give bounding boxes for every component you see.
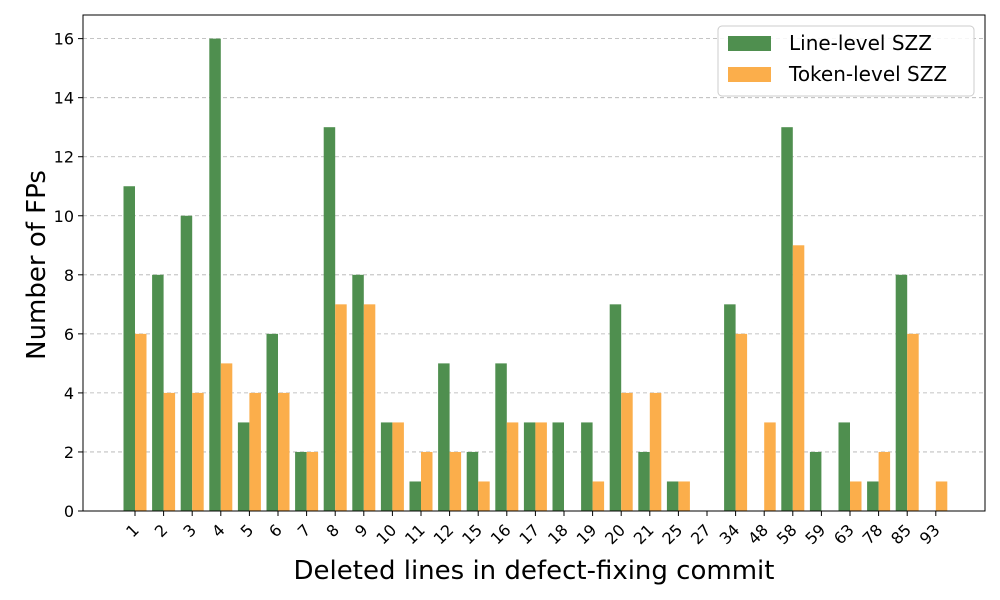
bar-token-level (249, 392, 261, 511)
bar-line-level (724, 304, 736, 511)
bar-line-level (152, 274, 164, 511)
y-axis-ticks: 0 2 4 6 8 10 12 14 16 (54, 30, 83, 521)
bar-line-level (838, 422, 850, 511)
bar-token-level (278, 392, 290, 511)
bar-token-level (335, 304, 347, 511)
bar-token-level (306, 451, 319, 511)
bar-line-level (295, 451, 307, 511)
bar-token-level (478, 481, 490, 511)
legend-label-line-level: Line-level SZZ (789, 31, 932, 55)
bar-token-level (506, 422, 519, 511)
bar-line-level (266, 333, 278, 511)
bar-token-level (592, 481, 605, 511)
bar-token-level (907, 333, 919, 511)
bar-line-level (523, 422, 536, 511)
legend-swatch-token-level (728, 67, 771, 82)
bar-token-level (735, 333, 748, 511)
bar-line-level (581, 422, 593, 511)
bar-token-level (135, 333, 147, 511)
legend-box (717, 25, 975, 97)
bar-token-level (935, 481, 948, 511)
legend: Line-level SZZ Token-level SZZ (717, 25, 975, 97)
bar-line-level (552, 422, 564, 511)
bar-line-level (438, 363, 450, 511)
bar-token-level (850, 481, 862, 511)
bar-line-level (895, 274, 908, 511)
bar-line-level (609, 304, 622, 511)
bar-token-level (192, 392, 204, 511)
bar-line-level (180, 215, 193, 511)
bar-line-level (466, 451, 479, 511)
bar-token-level (878, 451, 891, 511)
bar-line-level (237, 422, 250, 511)
bar-token-level (535, 422, 547, 511)
bar-token-level (421, 451, 433, 511)
y-tick-label: 4 (64, 384, 74, 403)
y-tick-label: 2 (64, 443, 74, 462)
bar-token-level (621, 392, 633, 511)
bar-token-level (449, 451, 462, 511)
bar-line-level (638, 451, 650, 511)
bar-line-level (380, 422, 393, 511)
bar-line-level (809, 451, 822, 511)
bar-token-level (363, 304, 376, 511)
bar-line-level (409, 481, 421, 511)
bars (123, 38, 948, 512)
y-tick-label: 0 (64, 502, 74, 521)
y-tick-label: 8 (64, 266, 74, 285)
bar-token-level (392, 422, 404, 511)
bar-line-level (781, 127, 793, 511)
bar-line-level (666, 481, 679, 511)
bar-token-level (792, 245, 805, 512)
grid-lines (83, 38, 985, 453)
y-axis-label: Number of FPs (22, 170, 52, 360)
legend-label-token-level: Token-level SZZ (788, 62, 947, 86)
y-tick-label: 14 (54, 89, 74, 108)
bar-token-level (764, 422, 776, 511)
y-tick-label: 12 (54, 148, 74, 167)
bar-line-level (352, 274, 364, 511)
bar-line-level (323, 127, 336, 511)
x-axis-label: Deleted lines in defect-fixing commit (294, 556, 775, 586)
legend-swatch-line-level (728, 36, 771, 51)
bar-token-level (163, 392, 176, 511)
y-tick-label: 16 (54, 30, 74, 49)
bar-line-level (495, 363, 507, 511)
y-tick-label: 10 (54, 207, 74, 226)
bar-line-level (867, 481, 879, 511)
bar-token-level (220, 363, 233, 511)
bar-token-level (649, 392, 662, 511)
bar-line-level (123, 186, 135, 511)
y-tick-label: 6 (64, 325, 74, 344)
bar-token-level (678, 481, 690, 511)
plot-frame (82, 14, 986, 512)
bar-line-level (209, 38, 221, 511)
